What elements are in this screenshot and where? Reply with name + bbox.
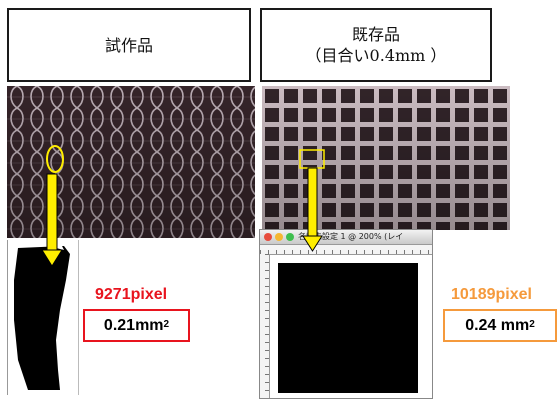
- prototype-title: 試作品: [104, 35, 153, 55]
- prototype-area-box: 0.21mm 2: [83, 309, 190, 342]
- image-editor-window: 名称未設定 1 @ 200% (レイ: [259, 229, 433, 399]
- editor-title-bar: 名称未設定 1 @ 200% (レイ: [260, 230, 432, 245]
- horizontal-ruler: [260, 245, 432, 255]
- circle-marker-icon: [46, 145, 64, 173]
- window-minimize-icon[interactable]: [275, 233, 283, 241]
- square-marker-icon: [299, 149, 325, 169]
- window-zoom-icon[interactable]: [286, 233, 294, 241]
- arrow-down-icon: [302, 167, 323, 252]
- prototype-pixel-count: 9271pixel: [95, 286, 168, 303]
- existing-area-box: 0.24 mm 2: [443, 309, 557, 342]
- vertical-ruler: [260, 254, 270, 398]
- existing-pixel-count: 10189pixel: [451, 286, 532, 303]
- existing-area-value: 0.24 mm: [465, 316, 530, 334]
- prototype-area-value: 0.21mm: [103, 316, 164, 334]
- existing-mesh-photo: [262, 86, 510, 230]
- prototype-extracted-panel: [7, 240, 79, 395]
- prototype-header: 試作品: [7, 8, 251, 82]
- existing-title: 既存品: [351, 25, 400, 44]
- existing-header: 既存品 （目合い0.4mm ）: [260, 8, 492, 82]
- existing-subtitle: （目合い0.4mm ）: [305, 46, 447, 65]
- editor-title-text: 名称未設定 1 @ 200% (レイ: [298, 232, 404, 241]
- existing-cell-silhouette: [278, 263, 418, 393]
- arrow-down-icon: [41, 173, 63, 267]
- window-close-icon[interactable]: [264, 233, 272, 241]
- editor-canvas: [270, 255, 432, 398]
